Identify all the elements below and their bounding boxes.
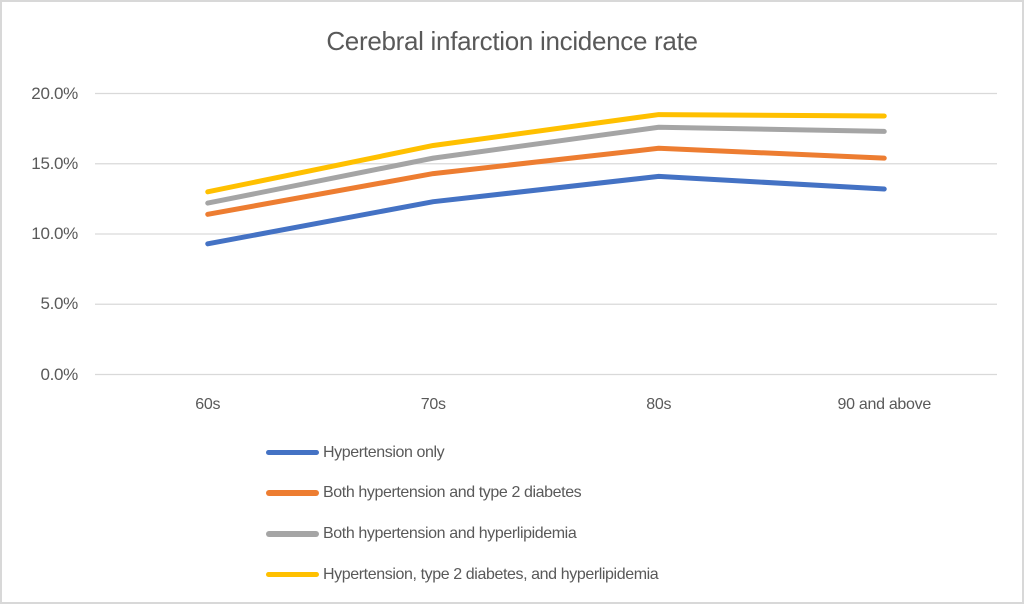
legend-item: Hypertension only [266, 442, 445, 464]
y-tick-label: 0.0% [40, 364, 78, 384]
y-tick-label: 5.0% [40, 294, 78, 314]
legend-label: Hypertension, type 2 diabetes, and hyper… [323, 565, 659, 583]
legend-label: Both hypertension and type 2 diabetes [323, 484, 582, 502]
y-tick-label: 10.0% [31, 224, 78, 243]
legend-item: Hypertension, type 2 diabetes, and hyper… [266, 564, 659, 586]
legend-item: Both hypertension and hyperlipidemia [266, 523, 577, 545]
series-line [205, 112, 887, 195]
series-line [205, 173, 887, 247]
x-tick-label: 90 and above [837, 396, 932, 413]
legend-swatch [266, 449, 319, 456]
legend-item: Both hypertension and type 2 diabetes [266, 482, 582, 504]
legend-swatch [266, 531, 319, 537]
x-tick-label: 80s [646, 396, 672, 413]
x-tick-label: 70s [420, 396, 446, 413]
series-line [205, 145, 887, 217]
y-tick-label: 20.0% [31, 83, 78, 103]
legend-swatch [266, 490, 319, 496]
series-line [205, 124, 887, 206]
legend-label: Hypertension only [323, 443, 445, 461]
y-tick-label: 15.0% [31, 153, 78, 173]
legend-label: Both hypertension and hyperlipidemia [323, 524, 577, 542]
x-tick-label: 60s [195, 396, 221, 413]
legend-swatch [266, 571, 319, 578]
chart-title: Cerebral infarction incidence rate [326, 26, 698, 56]
